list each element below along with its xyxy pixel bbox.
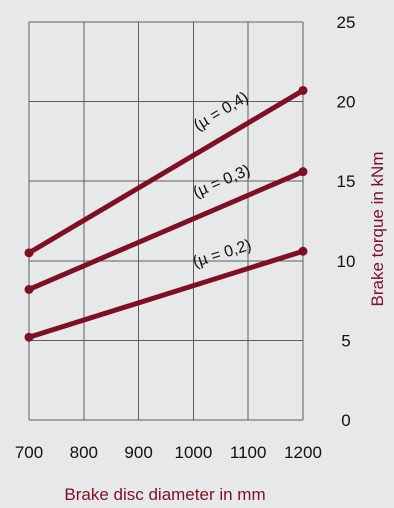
series-point bbox=[298, 85, 308, 95]
x-tick-label: 1000 bbox=[174, 443, 212, 462]
y-tick-label: 25 bbox=[337, 13, 356, 32]
x-axis-title: Brake disc diameter in mm bbox=[64, 485, 265, 504]
y-axis-title: Brake torque in kNm bbox=[368, 152, 387, 307]
series-line bbox=[26, 169, 306, 292]
series-point bbox=[298, 246, 308, 256]
y-tick-label: 15 bbox=[337, 172, 356, 191]
y-tick-label: 5 bbox=[341, 331, 350, 350]
series-point bbox=[24, 284, 34, 294]
y-tick-label: 20 bbox=[337, 93, 356, 112]
x-tick-label: 1200 bbox=[284, 443, 322, 462]
x-tick-label: 1100 bbox=[230, 443, 267, 462]
series-line bbox=[26, 87, 306, 256]
x-tick-label: 900 bbox=[124, 443, 152, 462]
y-tick-label: 10 bbox=[337, 252, 356, 271]
series-point bbox=[24, 332, 34, 342]
series-point bbox=[298, 167, 308, 177]
plot-area bbox=[29, 22, 303, 420]
series-line bbox=[26, 248, 306, 340]
series-point bbox=[24, 248, 34, 258]
x-tick-label: 700 bbox=[15, 443, 43, 462]
x-tick-label: 800 bbox=[70, 443, 98, 462]
y-tick-label: 0 bbox=[341, 411, 350, 430]
